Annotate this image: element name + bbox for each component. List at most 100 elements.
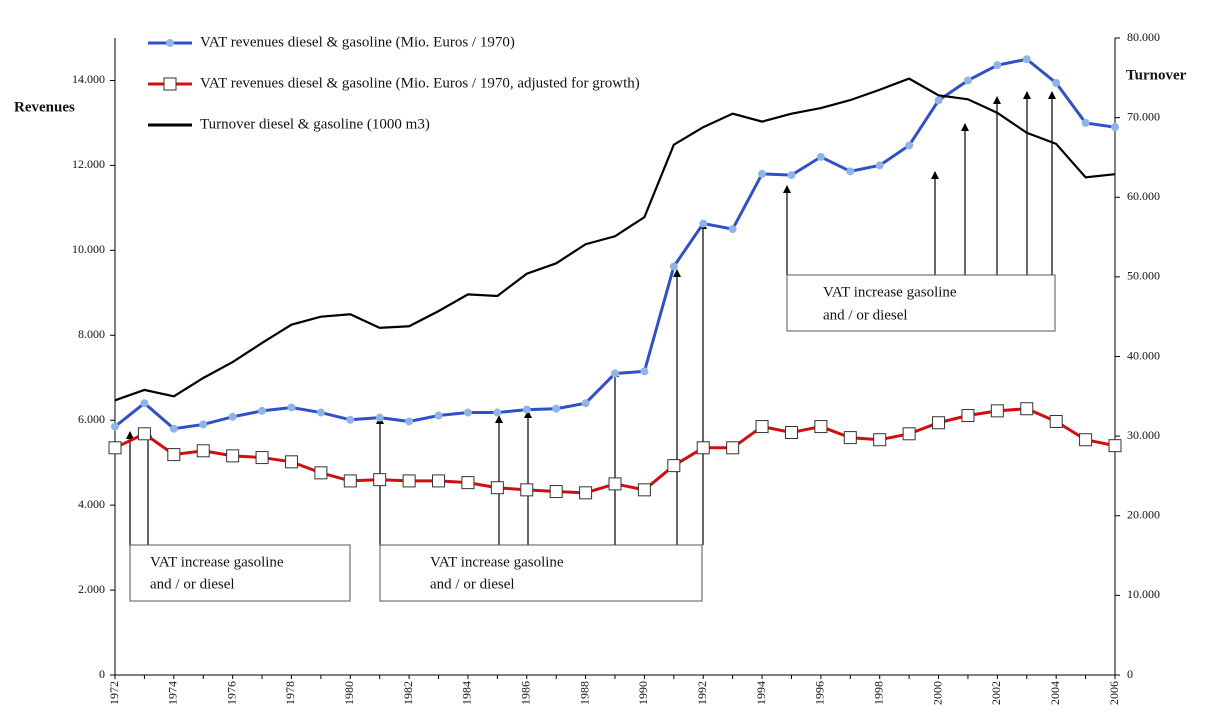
point [816,152,825,161]
y-tick-label: 6.000 [78,412,105,426]
x-tick-label: 2000 [930,681,944,705]
point [199,420,208,429]
point [111,422,119,431]
x-tick-label: 2006 [1107,681,1121,705]
point [522,405,531,414]
x-tick-label: 1974 [166,681,180,705]
point [167,448,181,462]
point [961,409,975,423]
y2-tick-label: 0 [1127,667,1133,681]
point [875,161,884,170]
x-tick-label: 1994 [754,681,768,705]
point [228,412,237,421]
point [314,466,328,480]
legend-label: VAT revenues diesel & gasoline (Mio. Eur… [200,75,640,91]
annotation-text: VAT increase gasoline [430,554,564,570]
y-tick-label: 4.000 [78,497,105,511]
point [405,417,414,426]
y2-tick-label: 10.000 [1127,587,1160,601]
point [784,426,798,440]
y2-tick-label: 30.000 [1127,428,1160,442]
point [226,449,240,463]
annotation-text: and / or diesel [823,307,908,323]
x-tick-label: 1982 [401,681,415,705]
annotation-box [786,274,1056,332]
point [728,225,737,234]
y-axis-title: Revenues [14,99,75,115]
y-tick-label: 2.000 [78,582,105,596]
point [549,485,563,499]
point [993,61,1002,70]
point [932,416,946,430]
point [579,486,593,500]
y-tick-label: 12.000 [72,157,105,171]
point [846,167,855,176]
point [696,441,710,455]
point [140,399,149,408]
x-tick-label: 1978 [283,681,297,705]
point [758,169,767,178]
point [255,451,269,465]
point [169,424,178,433]
point [402,474,416,488]
y2-tick-label: 80.000 [1127,30,1160,44]
point [1020,402,1034,416]
annotation-box [379,544,703,602]
point [873,433,887,447]
point [346,415,355,424]
point [843,431,857,445]
point [137,427,151,441]
point [637,483,651,497]
point [1108,439,1122,453]
point [814,420,828,434]
point [1022,55,1031,64]
x-tick-label: 2004 [1048,681,1062,705]
point [669,262,678,271]
y-tick-label: 0 [99,667,105,681]
annotation-box [129,544,351,602]
point [1111,123,1119,132]
point [611,369,619,378]
y-tick-label: 10.000 [72,242,105,256]
point [432,474,446,488]
point [787,171,796,180]
point [1079,433,1093,447]
annotation-text: VAT increase gasoline [150,554,284,570]
point [196,444,210,458]
x-tick-label: 1980 [342,681,356,705]
point [902,427,916,441]
point [640,367,649,376]
series-line [114,77,1116,402]
point [1081,118,1090,127]
annotation-text: and / or diesel [150,576,235,592]
annotation-arrows [126,91,1056,545]
point [1049,414,1063,428]
point [343,474,357,488]
point [375,413,384,422]
x-tick-label: 1986 [519,681,533,705]
point [552,404,561,413]
x-tick-label: 1988 [577,681,591,705]
point [905,141,914,150]
point [1052,79,1061,88]
point [699,219,708,228]
point [490,481,504,495]
x-tick-label: 1996 [813,681,827,705]
x-tick-label: 1990 [636,681,650,705]
x-tick-label: 1976 [224,681,238,705]
x-tick-label: 2002 [989,681,1003,705]
y-tick-label: 8.000 [78,327,105,341]
annotation-text: and / or diesel [430,576,515,592]
y2-tick-label: 70.000 [1127,109,1160,123]
point [581,399,590,408]
y2-tick-label: 40.000 [1127,348,1160,362]
x-tick-label: 1998 [871,681,885,705]
point [434,411,443,420]
point [258,406,267,415]
point [373,473,387,487]
y2-tick-label: 50.000 [1127,269,1160,283]
point [608,477,622,491]
point [726,441,740,455]
point [990,404,1004,418]
